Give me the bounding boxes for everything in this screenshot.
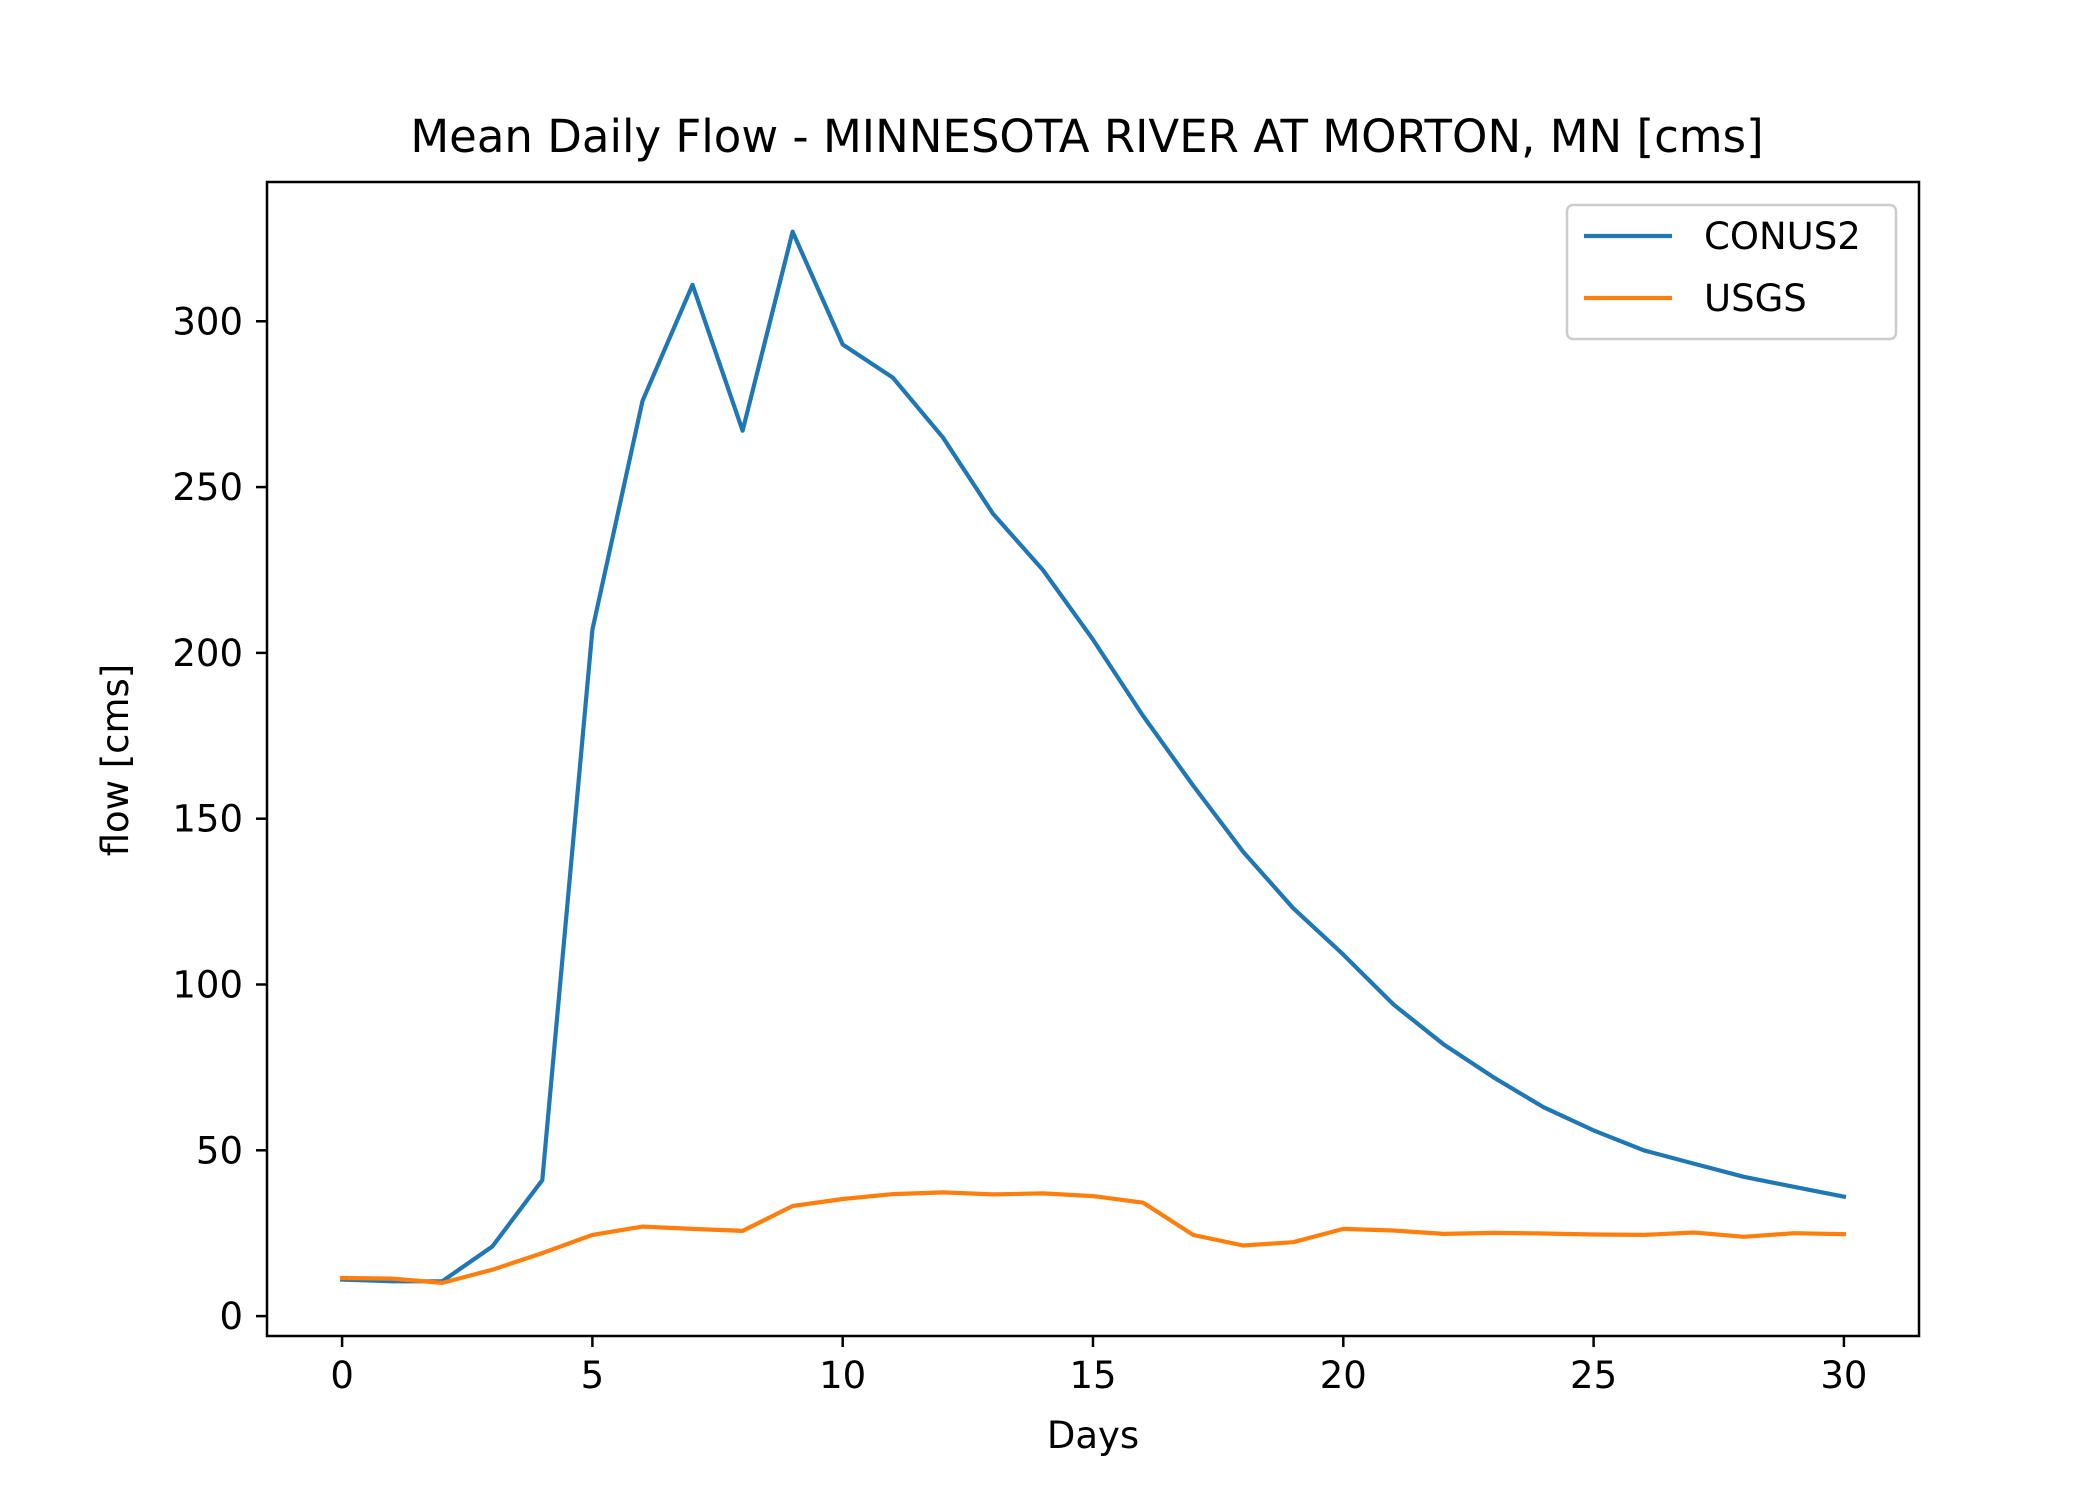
x-tick-label: 30	[1820, 1354, 1867, 1397]
x-tick-label: 5	[581, 1354, 605, 1397]
plot-area: 0 5 10 15 20 25 30 0 50 100 150 200 250 300	[172, 180, 1921, 1397]
legend: CONUS2 USGS	[1565, 203, 1898, 341]
y-axis: 0 50 100 150 200 250 300	[172, 300, 267, 1338]
y-tick-label: 0	[219, 1295, 243, 1338]
legend-label-conus2: CONUS2	[1704, 215, 1861, 258]
series-line-usgs	[339, 1190, 1847, 1286]
legend-label-usgs: USGS	[1704, 277, 1807, 320]
y-tick-label: 200	[172, 632, 243, 675]
x-tick-label: 20	[1320, 1354, 1367, 1397]
legend-items: CONUS2 USGS	[1584, 215, 1861, 320]
x-tick-label: 10	[819, 1354, 866, 1397]
y-tick-label: 250	[172, 466, 243, 509]
x-axis-label: Days	[1047, 1414, 1139, 1457]
x-tick-label: 15	[1069, 1354, 1116, 1397]
x-axis: 0 5 10 15 20 25 30	[330, 1336, 1867, 1397]
series-lines	[339, 229, 1847, 1286]
x-tick-label: 25	[1570, 1354, 1617, 1397]
y-tick-label: 150	[172, 798, 243, 841]
x-tick-label: 0	[330, 1354, 354, 1397]
chart-title: Mean Daily Flow - MINNESOTA RIVER AT MOR…	[410, 110, 1763, 163]
y-tick-label: 300	[172, 300, 243, 343]
y-axis-label: flow [cms]	[94, 664, 137, 857]
y-tick-label: 50	[196, 1129, 243, 1172]
y-tick-label: 100	[172, 963, 243, 1006]
legend-box	[1565, 203, 1898, 341]
series-line-conus2	[339, 229, 1847, 1284]
